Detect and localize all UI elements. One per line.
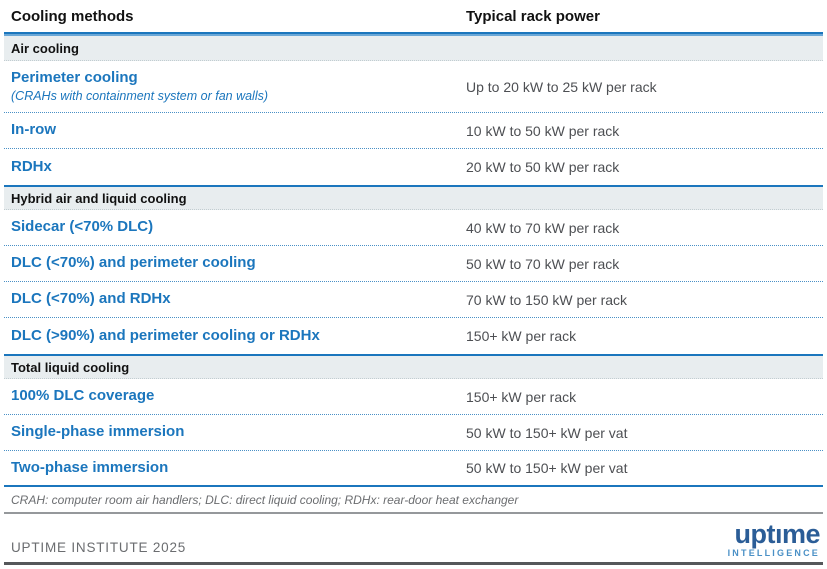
figure-footer: UPTIME INSTITUTE 2025 uptıme INTELLIGENC… (4, 514, 823, 560)
rack-power-value: 150+ kW per rack (466, 328, 577, 344)
abbreviations-footnote: CRAH: computer room air handlers; DLC: d… (4, 487, 823, 514)
section-label: Hybrid air and liquid cooling (11, 190, 187, 206)
method-name: Sidecar (<70% DLC) (11, 218, 154, 236)
table-row: 100% DLC coverage 150+ kW per rack (4, 379, 823, 415)
table-row: Single-phase immersion 50 kW to 150+ kW … (4, 415, 823, 451)
method-name: DLC (>90%) and perimeter cooling or RDHx (11, 326, 320, 344)
table-row: Two-phase immersion 50 kW to 150+ kW per… (4, 451, 823, 487)
uptime-intelligence-logo: uptıme INTELLIGENCE (727, 519, 821, 558)
rack-power-value: 10 kW to 50 kW per rack (466, 122, 620, 139)
rack-power-value: 50 kW to 150+ kW per vat (466, 424, 628, 441)
table-row: In-row 10 kW to 50 kW per rack (4, 113, 823, 149)
method-name: DLC (<70%) and RDHx (11, 290, 171, 308)
bottom-divider (4, 562, 823, 565)
method-name: Perimeter cooling (11, 69, 138, 87)
section-label: Air cooling (11, 40, 79, 56)
source-credit: UPTIME INSTITUTE 2025 (11, 540, 187, 555)
method-name: DLC (<70%) and perimeter cooling (11, 254, 256, 272)
rack-power-value: 20 kW to 50 kW per rack (466, 159, 620, 175)
table-row: RDHx 20 kW to 50 kW per rack (4, 149, 823, 185)
table-row: DLC (<70%) and RDHx 70 kW to 150 kW per … (4, 282, 823, 318)
method-name: Two-phase immersion (11, 458, 169, 476)
table-row: Perimeter cooling (CRAHs with containmen… (4, 61, 823, 113)
rack-power-value: 50 kW to 150+ kW per vat (466, 460, 628, 476)
method-name: In-row (11, 121, 56, 139)
table-header-row: Cooling methods Typical rack power (4, 0, 823, 34)
rack-power-value: 50 kW to 70 kW per rack (466, 255, 620, 272)
rack-power-value: 150+ kW per rack (466, 388, 577, 405)
intelligence-tagline: INTELLIGENCE (727, 548, 820, 558)
column-header-rack-power: Typical rack power (466, 7, 600, 25)
table-row: DLC (<70%) and perimeter cooling 50 kW t… (4, 246, 823, 282)
uptime-wordmark: uptıme (734, 519, 820, 549)
section-header-air-cooling: Air cooling (4, 36, 823, 61)
column-header-cooling-methods: Cooling methods (11, 7, 134, 25)
rack-power-value: Up to 20 kW to 25 kW per rack (466, 78, 657, 95)
section-header-hybrid-cooling: Hybrid air and liquid cooling (4, 185, 823, 210)
section-header-total-liquid-cooling: Total liquid cooling (4, 354, 823, 379)
method-note: (CRAHs with containment system or fan wa… (11, 88, 269, 103)
method-name: RDHx (11, 157, 52, 175)
table-row: DLC (>90%) and perimeter cooling or RDHx… (4, 318, 823, 354)
method-name: 100% DLC coverage (11, 387, 155, 405)
rack-power-value: 40 kW to 70 kW per rack (466, 219, 620, 236)
method-name: Single-phase immersion (11, 423, 185, 441)
table-row: Sidecar (<70% DLC) 40 kW to 70 kW per ra… (4, 210, 823, 246)
section-label: Total liquid cooling (11, 359, 130, 375)
rack-power-value: 70 kW to 150 kW per rack (466, 291, 628, 308)
